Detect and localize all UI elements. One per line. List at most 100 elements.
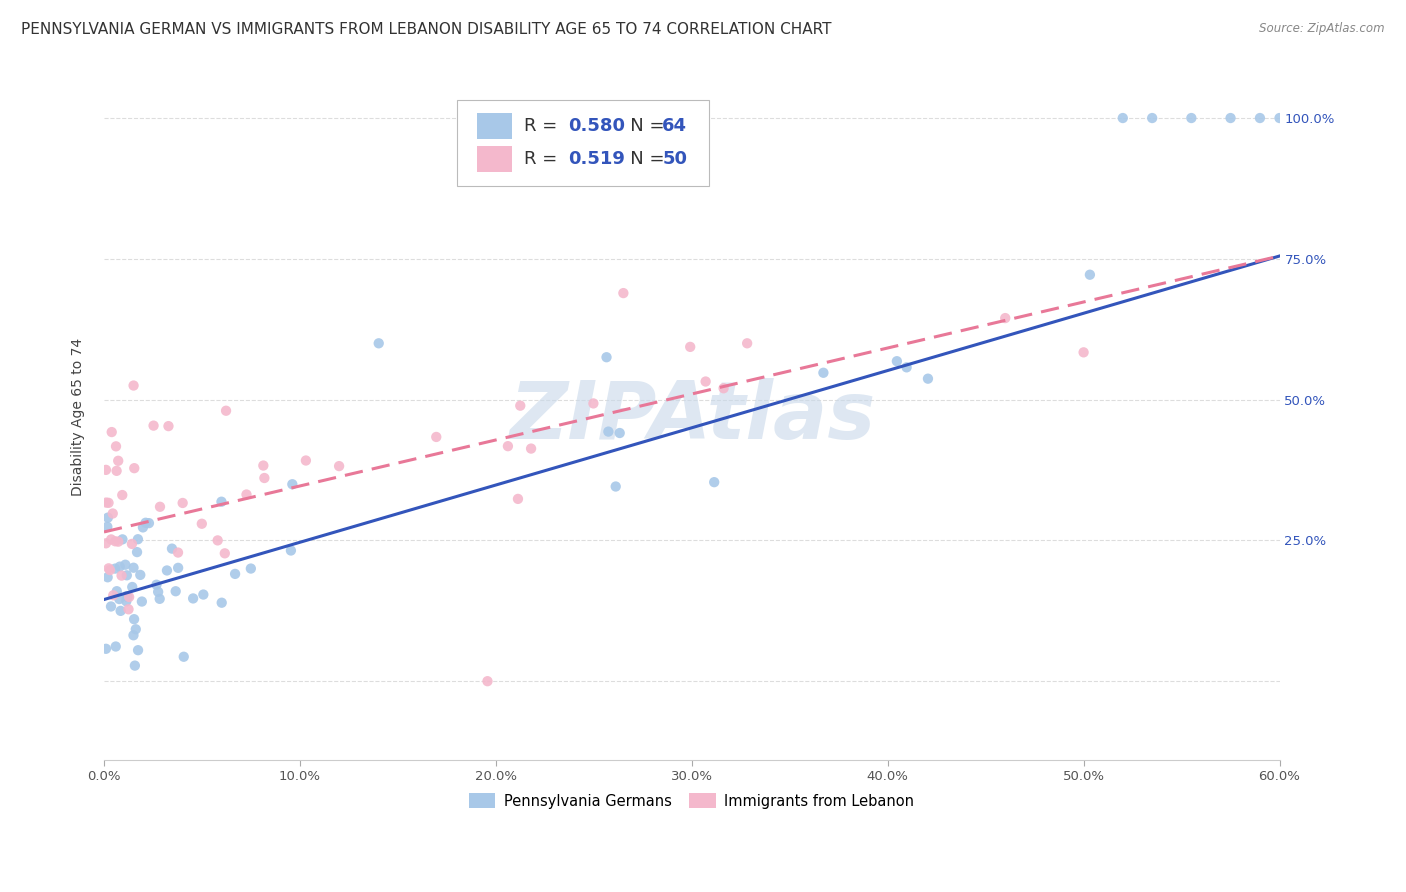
Point	[1140, 111, 1163, 125]
Point	[104, 640, 127, 654]
Point	[94, 641, 117, 656]
Point	[104, 534, 127, 549]
Point	[100, 425, 122, 439]
Point	[1078, 268, 1101, 282]
Point	[224, 566, 246, 581]
Text: 0.580: 0.580	[568, 117, 626, 135]
Point	[713, 381, 735, 395]
Point	[97, 496, 120, 510]
Point	[121, 537, 143, 551]
Text: PENNSYLVANIA GERMAN VS IMMIGRANTS FROM LEBANON DISABILITY AGE 65 TO 74 CORRELATI: PENNSYLVANIA GERMAN VS IMMIGRANTS FROM L…	[21, 22, 831, 37]
Point	[156, 564, 179, 578]
Point	[111, 488, 134, 502]
Point	[1073, 345, 1095, 359]
Point	[191, 516, 214, 531]
Text: 64: 64	[662, 117, 688, 135]
Point	[100, 533, 122, 547]
Text: N =: N =	[613, 150, 671, 168]
Point	[122, 628, 145, 642]
Point	[108, 592, 131, 607]
Point	[98, 563, 121, 577]
Point	[214, 546, 236, 560]
Point	[107, 534, 129, 549]
Point	[105, 584, 128, 599]
Point	[612, 286, 634, 301]
Point	[211, 494, 233, 508]
Point	[122, 612, 145, 626]
Point	[1268, 111, 1291, 125]
Point	[328, 459, 350, 474]
Point	[135, 516, 157, 530]
Point	[110, 568, 132, 582]
Text: ZIPAtlas: ZIPAtlas	[509, 377, 875, 456]
Point	[520, 442, 543, 456]
Point	[477, 674, 499, 689]
Point	[125, 545, 148, 559]
Point	[107, 454, 129, 468]
Point	[146, 585, 169, 599]
Point	[735, 336, 758, 351]
Point	[281, 477, 304, 491]
Point	[172, 496, 194, 510]
Point	[124, 461, 146, 475]
Point	[94, 536, 117, 550]
Point	[149, 591, 172, 606]
Point	[595, 350, 617, 364]
Point	[295, 453, 318, 467]
Point	[173, 649, 195, 664]
Point	[94, 463, 117, 477]
Point	[105, 439, 128, 453]
Point	[239, 561, 262, 575]
Point	[108, 559, 131, 574]
Point	[425, 430, 447, 444]
Point	[235, 487, 257, 501]
Point	[97, 510, 120, 524]
Point	[813, 366, 835, 380]
Point	[105, 464, 128, 478]
Point	[917, 372, 939, 386]
Point	[215, 403, 238, 417]
Point	[118, 590, 141, 604]
Point	[181, 591, 204, 606]
Text: N =: N =	[613, 117, 671, 135]
Point	[115, 568, 138, 582]
Point	[157, 419, 180, 434]
Point	[160, 541, 183, 556]
Point	[582, 396, 605, 410]
Point	[252, 458, 274, 473]
Point	[367, 336, 389, 351]
Point	[125, 622, 148, 636]
Text: R =: R =	[523, 150, 562, 168]
Point	[117, 590, 139, 604]
Text: 50: 50	[662, 150, 688, 168]
Text: R =: R =	[523, 117, 562, 135]
Point	[280, 543, 302, 558]
Point	[96, 495, 118, 509]
Text: 0.519: 0.519	[568, 150, 626, 168]
Point	[127, 643, 149, 657]
Text: Source: ZipAtlas.com: Source: ZipAtlas.com	[1260, 22, 1385, 36]
Point	[598, 425, 620, 439]
Legend: Pennsylvania Germans, Immigrants from Lebanon: Pennsylvania Germans, Immigrants from Le…	[463, 788, 921, 814]
Point	[115, 589, 138, 603]
Point	[97, 561, 120, 575]
Point	[127, 533, 149, 547]
Point	[122, 378, 145, 392]
Point	[111, 533, 134, 547]
FancyBboxPatch shape	[477, 145, 512, 172]
Point	[605, 479, 627, 493]
Point	[101, 507, 124, 521]
Point	[145, 578, 167, 592]
Point	[138, 516, 160, 530]
Point	[103, 588, 125, 602]
FancyBboxPatch shape	[477, 112, 512, 139]
Point	[506, 491, 529, 506]
FancyBboxPatch shape	[457, 101, 710, 186]
Point	[703, 475, 725, 490]
Point	[121, 580, 143, 594]
Point	[97, 570, 120, 584]
Point	[149, 500, 172, 514]
Point	[131, 594, 153, 608]
Point	[100, 599, 122, 614]
Point	[167, 545, 190, 559]
